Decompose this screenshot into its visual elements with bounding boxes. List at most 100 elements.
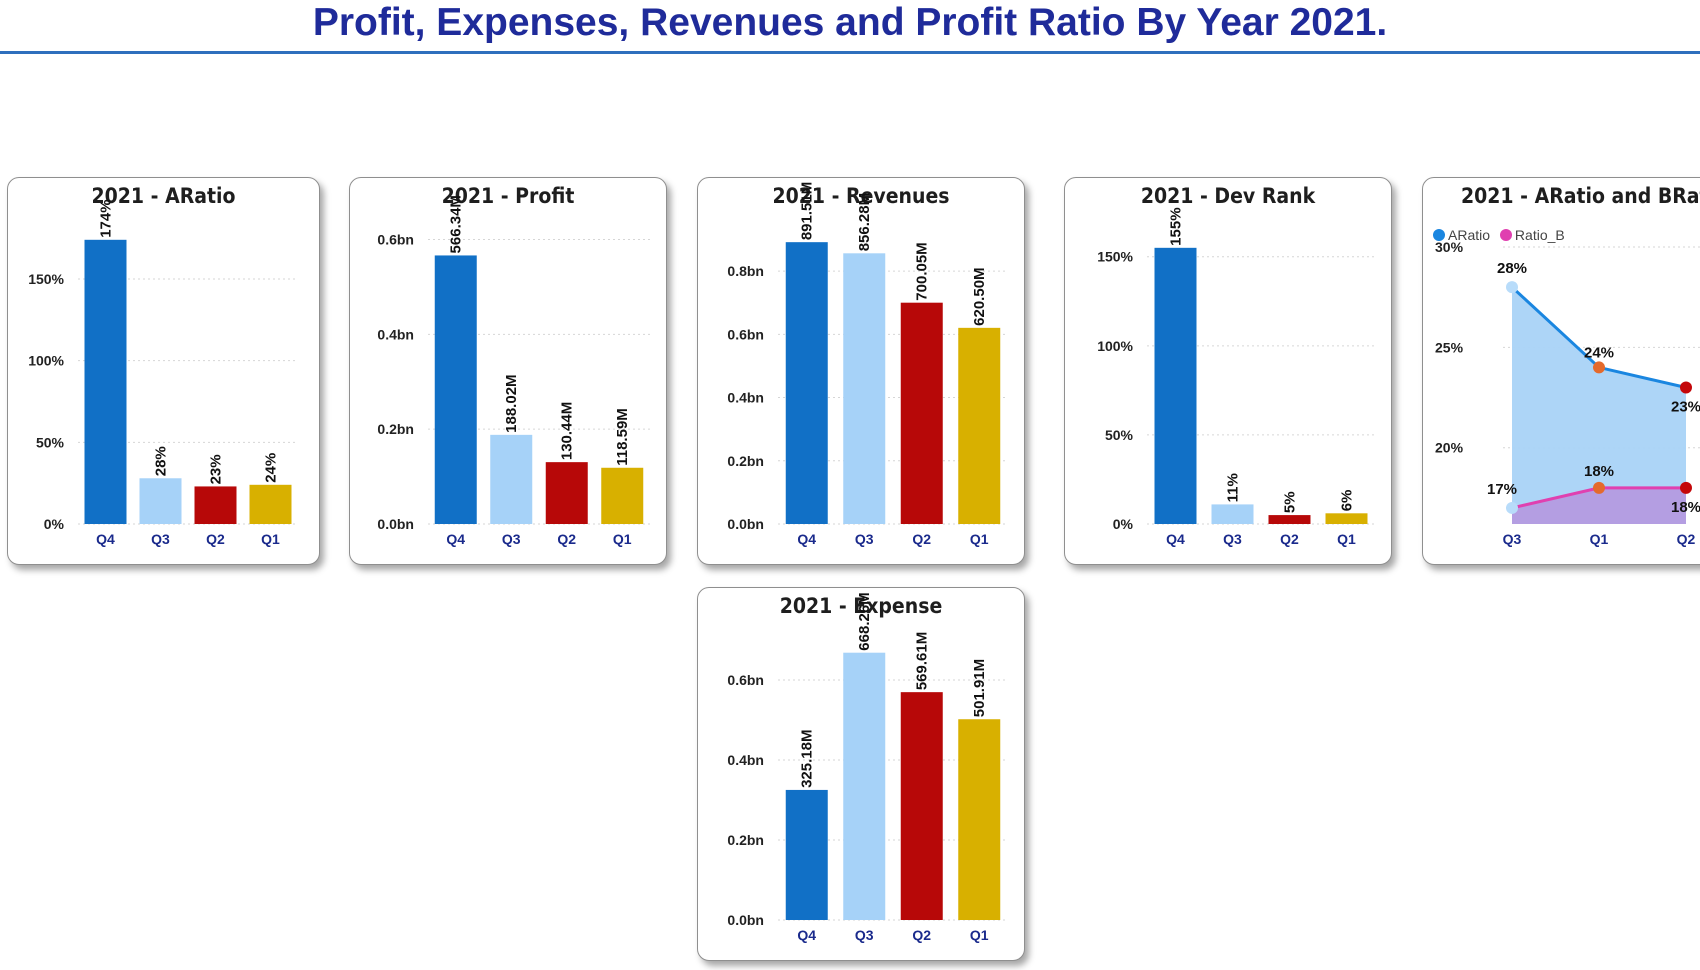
data-label: 24% (1584, 344, 1614, 361)
bar-q1 (958, 327, 1001, 524)
bar-q2 (900, 302, 943, 524)
chart-title: 2021 - Revenues (772, 184, 950, 208)
y-tick-label: 0.6bn (727, 326, 764, 342)
x-tick-label: Q1 (261, 531, 280, 547)
aratio-area (1512, 287, 1686, 524)
x-tick-label: Q3 (855, 531, 874, 547)
x-tick-label: Q3 (1223, 531, 1242, 547)
bar-q3 (1211, 504, 1254, 524)
y-tick-label: 100% (1097, 338, 1133, 354)
legend-item-ratio-b[interactable]: Ratio_B (1499, 227, 1565, 243)
chart-card-revenues[interactable]: 2021 - Revenues 0.0bn 0.2bn 0.4bn 0.6bn 0.8b… (697, 177, 1025, 565)
x-tick-label: Q2 (912, 927, 931, 943)
y-tick-label: 150% (1097, 249, 1133, 265)
y-tick-label: 20% (1435, 440, 1464, 456)
legend-dot-icon (1433, 229, 1445, 241)
chart-card-devrank[interactable]: 2021 - Dev Rank 0% 50% 100% 150% Q4 155% Q3 11%… (1064, 177, 1392, 565)
ratios-area-chart: 20% 25% 30% 28% 24% 23% 17% 18% 18% Q3 Q1 Q2 (1435, 239, 1700, 547)
aratio-point (1506, 281, 1518, 294)
data-label: 17% (1487, 481, 1517, 498)
ratio-b-point (1593, 481, 1605, 494)
y-tick-label: 0.0bn (377, 516, 414, 532)
data-label: 325.18M (799, 730, 816, 788)
chart-card-profit[interactable]: 2021 - Profit 0.0bn 0.2bn 0.4bn 0.6bn Q4 566.… (349, 177, 667, 565)
ratio-b-area (1512, 487, 1686, 524)
x-tick-label: Q3 (502, 531, 521, 547)
data-label: 501.91M (971, 659, 988, 717)
data-label: 188.02M (503, 374, 520, 432)
data-label: 569.61M (914, 632, 931, 690)
bar-q3 (843, 652, 886, 920)
chart-title: 2021 - Dev Rank (1140, 184, 1316, 208)
data-label: 155% (1168, 207, 1185, 245)
bar-q2 (900, 692, 943, 920)
x-tick-label: Q4 (797, 531, 816, 547)
bar-q2 (1268, 515, 1311, 524)
data-label: 6% (1339, 490, 1356, 512)
data-label: 23% (208, 454, 225, 484)
chart-card-aratio[interactable]: 2021 - ARatio 0% 50% 100% 150% Q4 174% Q3 28% Q2… (7, 177, 320, 565)
data-label: 668.26M (856, 592, 873, 650)
data-label: 24% (263, 453, 280, 483)
data-label: 130.44M (559, 402, 576, 460)
y-tick-label: 0% (44, 516, 65, 532)
chart-legend: ARatio Ratio_B (1433, 227, 1571, 243)
data-label: 18% (1671, 499, 1700, 516)
bar-q3 (139, 478, 182, 524)
legend-item-aratio[interactable]: ARatio (1433, 227, 1490, 243)
bar-q1 (601, 467, 644, 524)
data-label: 856.28M (856, 193, 873, 251)
x-tick-label: Q1 (970, 531, 989, 547)
x-tick-label: Q2 (1677, 531, 1696, 547)
y-tick-label: 0.4bn (727, 390, 764, 406)
chart-card-ratios[interactable]: 2021 - ARatio and BRatio ARatio Ratio_B … (1422, 177, 1700, 565)
x-tick-label: Q1 (1590, 531, 1609, 547)
x-tick-label: Q4 (797, 927, 816, 943)
y-tick-label: 0.8bn (727, 263, 764, 279)
x-tick-label: Q4 (1166, 531, 1185, 547)
y-tick-label: 30% (1435, 239, 1464, 255)
x-tick-label: Q1 (1337, 531, 1356, 547)
bar-q4 (434, 255, 477, 524)
legend-label: ARatio (1448, 227, 1491, 243)
y-tick-label: 0.0bn (727, 516, 764, 532)
bar-q3 (843, 253, 886, 524)
legend-label: Ratio_B (1514, 227, 1565, 243)
data-label: 700.05M (914, 242, 931, 300)
aratio-point (1680, 381, 1692, 394)
x-tick-label: Q4 (446, 531, 465, 547)
aratio-point (1593, 361, 1605, 374)
chart-title: 2021 - Expense (779, 594, 943, 618)
bar-q4 (84, 239, 127, 525)
chart-card-expense[interactable]: 2021 - Expense 0.0bn 0.2bn 0.4bn 0.6bn Q4 325… (697, 587, 1025, 961)
data-label: 11% (1225, 473, 1242, 502)
y-tick-label: 0.0bn (727, 912, 764, 928)
legend-dot-icon (1499, 229, 1512, 241)
x-tick-label: Q3 (1503, 531, 1522, 547)
y-tick-label: 0.6bn (727, 672, 764, 688)
data-label: 891.51M (799, 182, 816, 240)
data-label: 23% (1671, 399, 1700, 416)
x-tick-label: Q2 (912, 531, 931, 547)
revenues-bar-chart: 0.0bn 0.2bn 0.4bn 0.6bn 0.8bn Q4 891.51M Q3 856.… (727, 182, 1008, 547)
aratio-bar-chart: 0% 50% 100% 150% Q4 174% Q3 28% Q2 23% Q1 24% (28, 199, 298, 547)
bar-q2 (545, 462, 588, 524)
bar-q1 (1325, 513, 1368, 524)
y-tick-label: 25% (1435, 339, 1464, 355)
y-tick-label: 150% (28, 271, 64, 287)
y-tick-label: 50% (1105, 427, 1134, 443)
chart-title: 2021 - Profit (441, 184, 575, 208)
y-tick-label: 100% (28, 353, 64, 369)
page-title: Profit, Expenses, Revenues and Profit Ra… (312, 1, 1388, 44)
y-tick-label: 0% (1113, 516, 1134, 532)
data-label: 118.59M (614, 408, 631, 466)
x-tick-label: Q1 (970, 927, 989, 943)
y-tick-label: 0.2bn (377, 421, 414, 437)
data-label: 28% (1497, 260, 1527, 277)
x-tick-label: Q2 (206, 531, 225, 547)
x-tick-label: Q4 (96, 531, 115, 547)
ratio-b-point (1680, 481, 1692, 494)
bar-q4 (785, 789, 828, 920)
y-tick-label: 0.4bn (377, 326, 414, 342)
expense-bar-chart: 0.0bn 0.2bn 0.4bn 0.6bn Q4 325.18M Q3 668.26M Q2… (727, 592, 1008, 943)
